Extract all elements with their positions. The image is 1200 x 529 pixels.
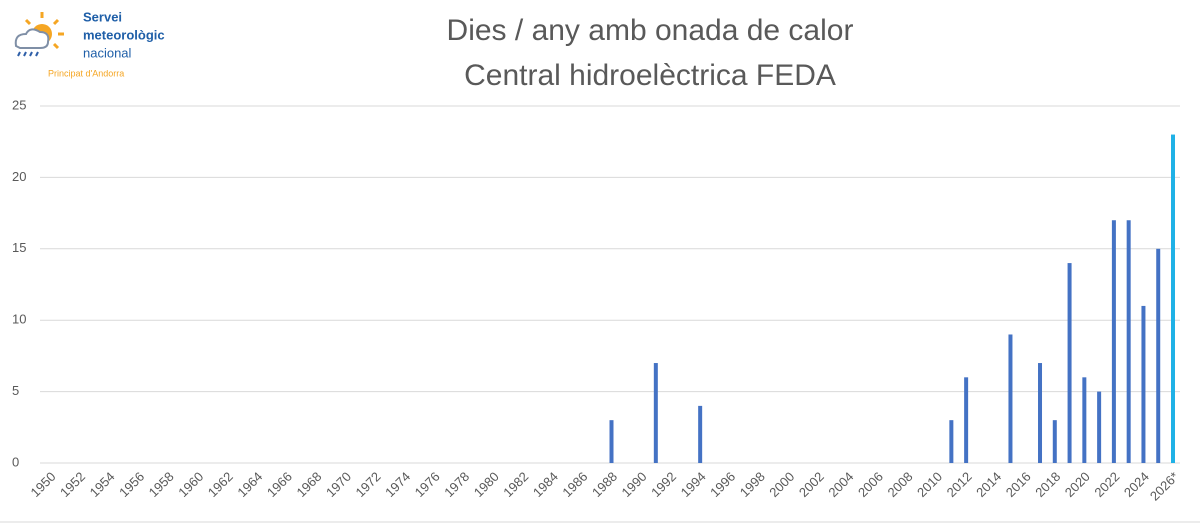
y-tick-label: 10 xyxy=(12,312,26,327)
x-tick-label: 1964 xyxy=(234,469,265,500)
bar xyxy=(1141,305,1146,463)
x-tick-label: 2016 xyxy=(1003,469,1034,500)
x-tick-label: 1950 xyxy=(27,469,58,500)
logo-sun-rays xyxy=(24,12,64,50)
x-tick-label: 2018 xyxy=(1032,469,1063,500)
x-tick-label: 1984 xyxy=(530,469,561,500)
x-tick-label: 2024 xyxy=(1121,469,1152,500)
x-tick-label: 1966 xyxy=(264,469,295,500)
x-tick-label: 1952 xyxy=(57,469,88,500)
x-tick-label: 2020 xyxy=(1062,469,1093,500)
x-tick-label: 1986 xyxy=(559,469,590,500)
x-tick-label: 1958 xyxy=(146,469,177,500)
x-tick-label: 1996 xyxy=(707,469,738,500)
x-tick-label: 2022 xyxy=(1091,469,1122,500)
x-tick-label: 1990 xyxy=(619,469,650,500)
x-tick-label: 1976 xyxy=(412,469,443,500)
logo-text: Servei xyxy=(83,9,122,24)
y-tick-label: 25 xyxy=(12,97,26,112)
logo-cloud xyxy=(14,28,50,49)
x-tick-label: 1980 xyxy=(471,469,502,500)
bar xyxy=(1082,377,1087,463)
bar xyxy=(609,420,614,463)
x-tick-label: 2008 xyxy=(885,469,916,500)
logo: Servei meteorològic nacional Principat d… xyxy=(14,9,165,78)
x-tick-label: 2014 xyxy=(973,469,1004,500)
y-tick-label: 15 xyxy=(12,240,26,255)
x-tick-label: 2004 xyxy=(825,469,856,500)
x-tick-label: 2000 xyxy=(766,469,797,500)
y-tick-label: 5 xyxy=(12,383,19,398)
x-tick-label: 1972 xyxy=(353,469,384,500)
logo-text: meteorològic xyxy=(83,27,165,42)
bar xyxy=(1038,363,1043,463)
x-tick-label: 2026* xyxy=(1147,469,1182,504)
x-tick-label: 1998 xyxy=(737,469,768,500)
x-tick-label: 2010 xyxy=(914,469,945,500)
bar xyxy=(1052,420,1057,463)
x-tick-label: 1954 xyxy=(87,469,118,500)
chart-title: Dies / any amb onada de calor xyxy=(447,14,854,47)
logo-text: nacional xyxy=(83,45,132,60)
bar xyxy=(1156,248,1161,463)
logo-tagline: Principat d'Andorra xyxy=(48,68,124,78)
x-tick-label: 1962 xyxy=(205,469,236,500)
bar xyxy=(698,405,703,463)
bar xyxy=(964,377,969,463)
x-tick-label: 1960 xyxy=(175,469,206,500)
bar xyxy=(1126,220,1131,463)
x-tick-label: 1974 xyxy=(382,469,413,500)
bar xyxy=(949,420,954,463)
x-tick-label: 1982 xyxy=(500,469,531,500)
x-tick-label: 1994 xyxy=(678,469,709,500)
bar xyxy=(1008,334,1013,463)
x-tick-label: 1970 xyxy=(323,469,354,500)
bar xyxy=(653,363,658,463)
bar xyxy=(1111,220,1116,463)
x-tick-label: 2012 xyxy=(944,469,975,500)
chart-subtitle: Central hidroelèctrica FEDA xyxy=(464,59,836,92)
x-tick-label: 2006 xyxy=(855,469,886,500)
x-tick-label: 1992 xyxy=(648,469,679,500)
x-tick-label: 2002 xyxy=(796,469,827,500)
logo-rain xyxy=(17,51,39,57)
x-tick-label: 1988 xyxy=(589,469,620,500)
x-tick-label: 1956 xyxy=(116,469,147,500)
bar xyxy=(1097,391,1102,463)
y-tick-label: 0 xyxy=(12,454,19,469)
x-tick-label: 1968 xyxy=(293,469,324,500)
bar xyxy=(1171,134,1175,463)
y-tick-label: 20 xyxy=(12,169,26,184)
x-tick-label: 1978 xyxy=(441,469,472,500)
bar xyxy=(1067,263,1072,463)
